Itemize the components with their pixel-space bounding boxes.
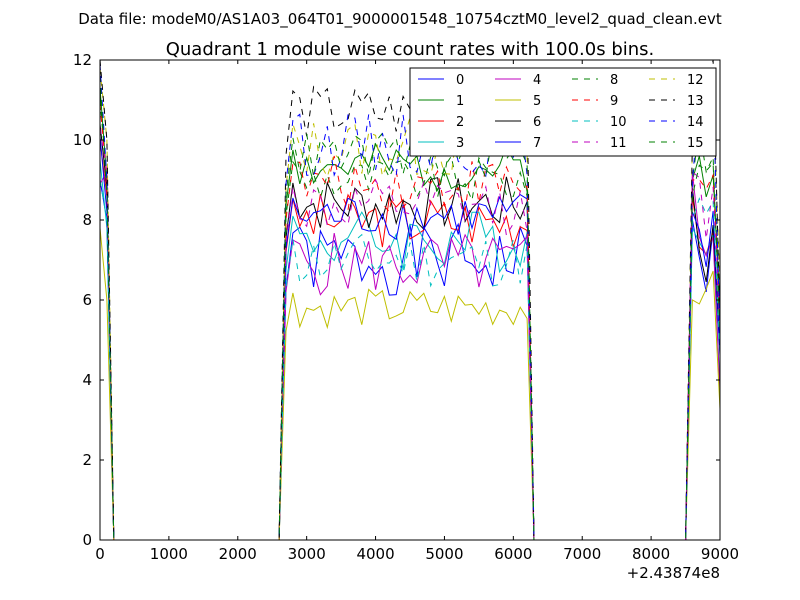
y-tick-label: 2 xyxy=(82,451,92,469)
x-tick-label: 5000 xyxy=(425,545,463,563)
series-line-7 xyxy=(99,135,721,541)
x-tick-label: 8000 xyxy=(632,545,670,563)
x-axis: 0 1000 2000 3000 4000 5000 6000 7000 8000 9000 xyxy=(95,60,739,563)
figure-suptitle: Data file: modeM0/AS1A03_064T01_90000015… xyxy=(78,10,722,29)
series-line-6 xyxy=(99,123,721,541)
series-line-11 xyxy=(99,127,721,541)
series-line-2 xyxy=(99,139,721,541)
legend-box xyxy=(409,67,717,157)
legend-label-8: 8 xyxy=(610,73,618,88)
legend-label-10: 10 xyxy=(610,115,627,130)
legend-label-2: 2 xyxy=(456,115,464,130)
x-offset-label: +2.43874e8 xyxy=(627,564,720,582)
y-tick-label: 12 xyxy=(73,51,92,69)
series-line-10 xyxy=(99,179,721,541)
legend-label-12: 12 xyxy=(687,73,704,88)
x-tick-label: 2000 xyxy=(219,545,257,563)
y-tick-label: 8 xyxy=(82,211,92,229)
x-tick-label: 9000 xyxy=(701,545,739,563)
x-tick-label: 1000 xyxy=(150,545,188,563)
legend-label-11: 11 xyxy=(610,136,627,151)
legend-label-15: 15 xyxy=(687,136,704,151)
legend-label-14: 14 xyxy=(687,115,704,130)
legend-label-4: 4 xyxy=(533,73,541,88)
x-tick-label: 6000 xyxy=(494,545,532,563)
legend-label-13: 13 xyxy=(687,94,704,109)
x-tick-label: 0 xyxy=(95,545,105,563)
y-tick-label: 4 xyxy=(82,371,92,389)
x-tick-label: 7000 xyxy=(563,545,601,563)
y-tick-label: 0 xyxy=(82,531,92,549)
legend-label-6: 6 xyxy=(533,115,541,130)
series-line-3 xyxy=(99,159,721,541)
series-line-9 xyxy=(99,103,721,541)
legend-label-5: 5 xyxy=(533,94,541,109)
y-tick-label: 6 xyxy=(82,291,92,309)
legend-label-0: 0 xyxy=(456,73,464,88)
series-line-0 xyxy=(99,179,721,541)
legend-label-9: 9 xyxy=(610,94,618,109)
legend-label-3: 3 xyxy=(456,136,464,151)
x-tick-label: 3000 xyxy=(288,545,326,563)
y-tick-label: 10 xyxy=(73,131,92,149)
legend-label-1: 1 xyxy=(456,94,464,109)
legend-label-7: 7 xyxy=(533,136,541,151)
x-tick-label: 4000 xyxy=(356,545,394,563)
chart-title: Quadrant 1 module wise count rates with … xyxy=(166,39,655,60)
